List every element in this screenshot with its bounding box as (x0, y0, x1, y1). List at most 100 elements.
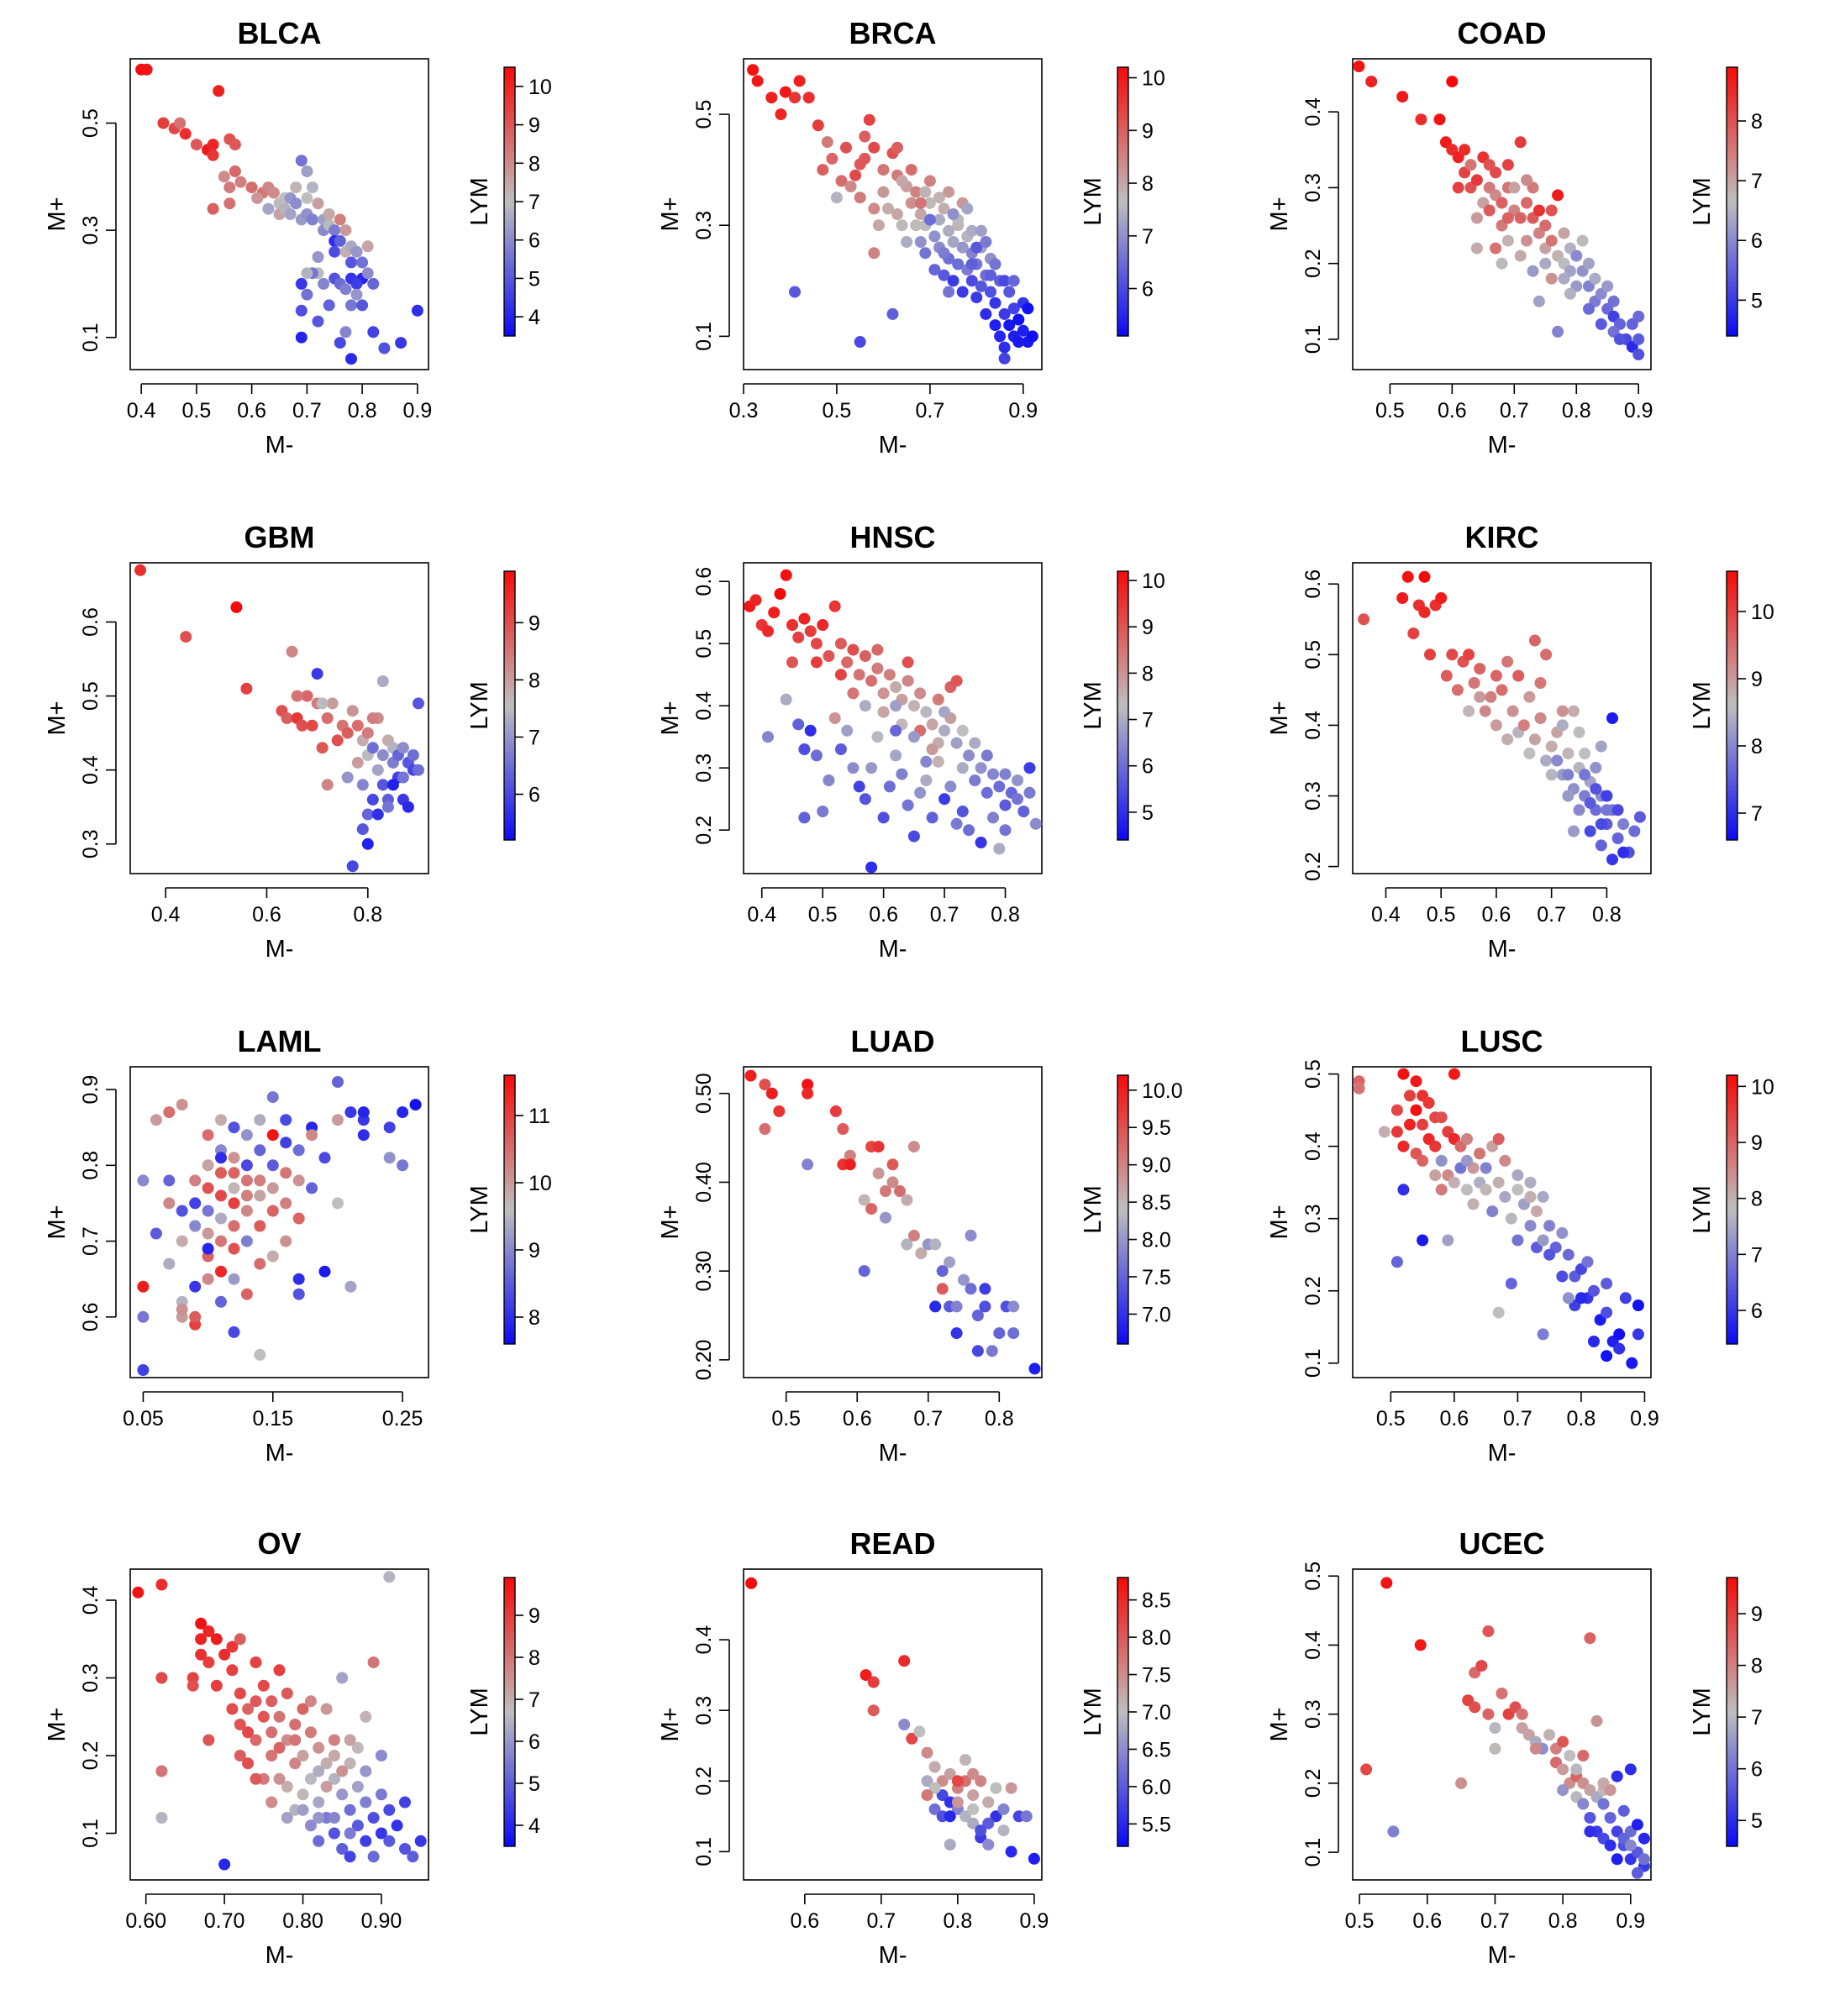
data-point (215, 1295, 227, 1308)
data-point (967, 1817, 980, 1830)
data-point (1577, 1798, 1590, 1810)
x-tick-label: 0.90 (361, 1909, 402, 1933)
data-point (950, 1300, 963, 1313)
panel-laml: LAML 0.05 0.15 0.25 M- 0.6 0.7 0.8 0.9 M+ 8 9 10 11 LY… (44, 1024, 552, 1467)
data-point (1532, 295, 1545, 307)
data-point (207, 202, 219, 215)
panel-title: LUAD (851, 1024, 935, 1058)
data-point (189, 1174, 202, 1187)
colorbar (1117, 570, 1129, 841)
data-point (834, 669, 847, 681)
data-point (1528, 634, 1541, 647)
data-point (273, 1741, 286, 1754)
data-point (1562, 790, 1575, 802)
data-point (1378, 1126, 1391, 1138)
data-point (402, 801, 414, 813)
data-point (975, 1775, 987, 1788)
data-point (947, 208, 959, 220)
data-point (1562, 1248, 1575, 1261)
data-point (245, 181, 258, 194)
y-tick-label: 0.5 (692, 629, 716, 659)
data-point (859, 152, 871, 165)
data-point (176, 1099, 188, 1111)
data-point (1022, 302, 1034, 315)
data-point (334, 234, 346, 247)
plot-frame (129, 562, 429, 874)
data-point (361, 240, 374, 253)
data-point (1012, 793, 1023, 806)
data-point (1470, 174, 1483, 186)
data-point (1440, 669, 1453, 682)
data-point (914, 786, 927, 799)
x-axis-label: M- (1488, 1942, 1517, 1969)
data-point (989, 258, 1001, 270)
data-point (195, 1648, 208, 1661)
data-point (306, 1129, 318, 1142)
data-point (215, 1114, 227, 1126)
data-point (234, 1688, 246, 1699)
data-point (316, 742, 329, 754)
data-point (280, 1137, 292, 1149)
data-point (951, 1796, 964, 1809)
x-tick-label: 0.8 (943, 1909, 972, 1933)
data-point (1584, 1812, 1596, 1824)
x-tick-label: 0.6 (1412, 1909, 1442, 1933)
data-point (938, 269, 950, 281)
data-point (367, 1656, 380, 1668)
data-point (1391, 1126, 1403, 1138)
x-tick-label: 0.3 (729, 399, 759, 423)
data-point (306, 1182, 318, 1194)
colorbar (1726, 66, 1738, 337)
data-point (1414, 1639, 1427, 1651)
data-point (339, 326, 352, 339)
data-point (896, 175, 908, 187)
data-point (213, 85, 225, 97)
data-point (1611, 1770, 1623, 1782)
data-point (1499, 1190, 1511, 1203)
data-point (1511, 1169, 1524, 1182)
x-tick-label: 0.8 (348, 399, 377, 423)
x-tick-label: 0.8 (991, 903, 1020, 927)
data-point (956, 241, 969, 254)
colorbar (1117, 1074, 1129, 1345)
data-point (202, 1273, 214, 1285)
data-point (336, 1843, 349, 1855)
data-point (982, 1839, 995, 1851)
data-point (376, 749, 389, 761)
data-point (202, 1129, 214, 1142)
colorbar-tick-label: 7.5 (1142, 1664, 1171, 1688)
data-point (350, 277, 363, 290)
data-point (1531, 1205, 1543, 1218)
colorbar-tick-label: 9.5 (1142, 1116, 1171, 1140)
data-point (329, 245, 341, 258)
x-tick-label: 0.5 (1345, 1909, 1375, 1933)
data-point (880, 1211, 891, 1224)
x-axis-label: M- (879, 432, 907, 459)
y-axis-label: M+ (44, 197, 71, 231)
data-point (914, 687, 927, 700)
data-point (1534, 712, 1547, 724)
x-tick-label: 0.6 (237, 399, 266, 423)
data-point (762, 625, 774, 638)
data-point (265, 1750, 278, 1761)
data-point (1590, 1714, 1603, 1727)
data-point (1584, 796, 1596, 809)
data-point (980, 749, 993, 762)
x-tick-label: 0.8 (1567, 1407, 1596, 1431)
data-point (990, 1810, 1002, 1823)
data-point (1568, 825, 1580, 837)
colorbar-tick-label: 9 (528, 612, 540, 635)
colorbar-tick-label: 7.5 (1142, 1266, 1171, 1289)
colorbar-tick-label: 8.0 (1142, 1626, 1171, 1650)
data-point (304, 1695, 317, 1708)
data-point (339, 283, 352, 296)
data-point (928, 264, 941, 276)
data-point (994, 330, 1007, 343)
data-point (1003, 319, 1016, 332)
x-tick-label: 0.6 (869, 903, 898, 927)
y-tick-label: 0.3 (692, 1696, 716, 1725)
data-point (367, 1812, 380, 1824)
panel-read: READ 0.6 0.7 0.8 0.9 M- 0.1 0.2 0.3 0.4 M+ 5.5 6.0 6.… (657, 1526, 1171, 1969)
data-point (328, 1772, 340, 1785)
panel-ucec: UCEC 0.5 0.6 0.7 0.8 0.9 M- 0.1 0.2 0.3 0.4 0.5 M+ 5 6… (1266, 1526, 1763, 1969)
